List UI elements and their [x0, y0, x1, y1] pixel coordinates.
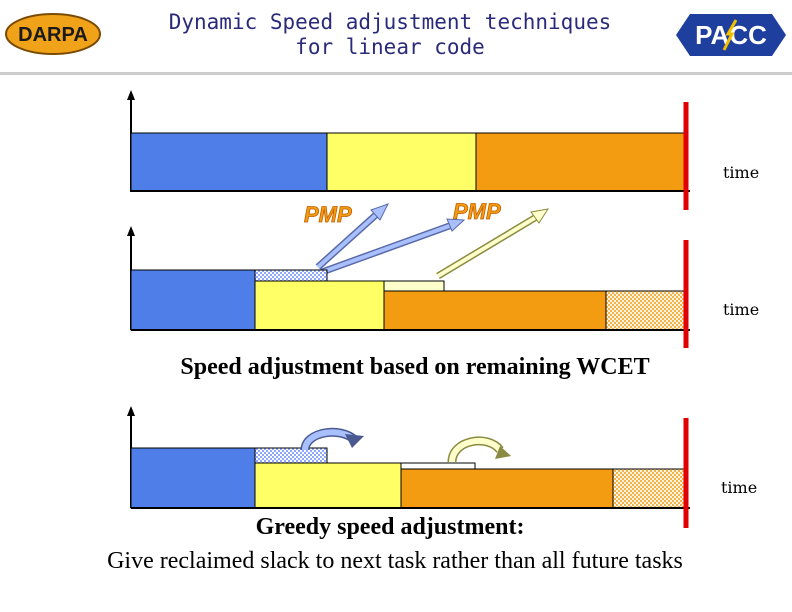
- slack-1-block: [254, 269, 328, 282]
- time-label-2: time: [723, 300, 760, 319]
- caption-remaining-wcet: Speed adjustment based on remaining WCET: [180, 354, 650, 380]
- darpa-logo-text: DARPA: [18, 24, 88, 46]
- pmp-label-1: PMP: [304, 202, 352, 227]
- slack-2-block: [400, 462, 476, 470]
- task-3-block: [475, 132, 687, 192]
- task-1-block: [130, 132, 328, 192]
- darpa-logo: DARPA: [4, 12, 102, 56]
- y-axis-arrowhead: [127, 226, 135, 236]
- arrowhead-1: [370, 203, 390, 221]
- pacc-logo: PACC: [672, 8, 790, 62]
- timeline-remaining-wcet: [127, 226, 690, 348]
- task-2-block: [326, 132, 477, 192]
- slack-2-block: [383, 280, 445, 292]
- task-3-block: [400, 468, 614, 509]
- timeline-original: [127, 90, 690, 210]
- caption-greedy-body: Give reclaimed slack to next task rather…: [107, 548, 683, 574]
- title-line-2: for linear code: [295, 35, 485, 59]
- task-1-block: [130, 447, 256, 509]
- slack-1-block: [254, 447, 328, 464]
- slack-3-block: [612, 468, 687, 509]
- arrowhead-2: [446, 218, 466, 232]
- y-axis-arrowhead: [127, 406, 135, 416]
- slack-3-block: [605, 290, 687, 331]
- task-2-block: [254, 280, 385, 331]
- arrowhead-3: [530, 208, 550, 224]
- timeline-greedy: [127, 406, 690, 528]
- time-label-1: time: [723, 163, 760, 182]
- pmp-arrows: PMP PMP: [304, 199, 550, 280]
- y-axis-arrowhead: [127, 90, 135, 100]
- task-3-block: [383, 290, 607, 331]
- caption-greedy-title: Greedy speed adjustment:: [255, 514, 525, 540]
- page-title: Dynamic Speed adjustment techniques for …: [120, 10, 660, 60]
- pmp-label-2: PMP: [453, 199, 501, 224]
- header-divider: [0, 72, 792, 75]
- task-1-block: [130, 269, 256, 331]
- task-2-block: [254, 462, 402, 509]
- time-label-3: time: [721, 478, 758, 497]
- title-line-1: Dynamic Speed adjustment techniques: [168, 10, 612, 34]
